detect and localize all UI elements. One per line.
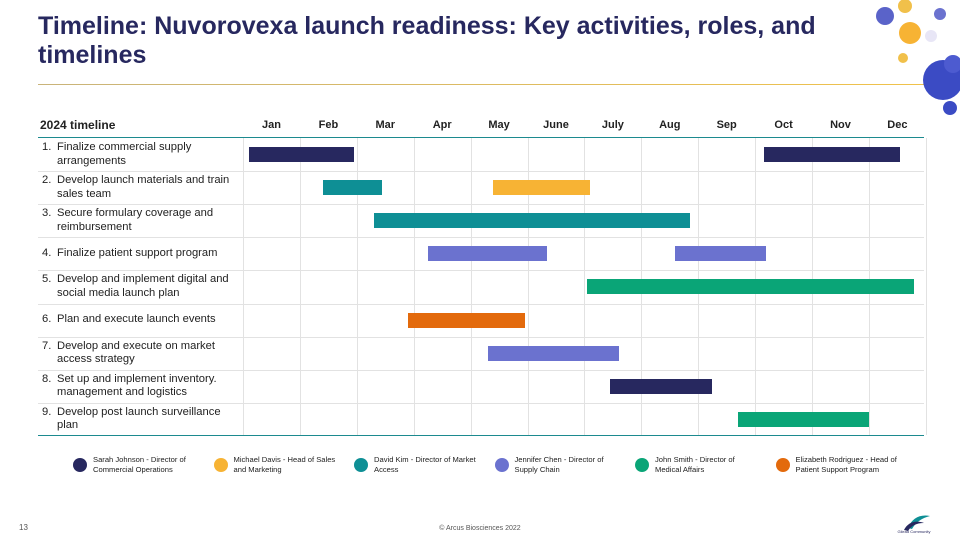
footer-copyright: © Arcus Biosciences 2022 [0, 525, 960, 532]
gantt-bar-task-2 [322, 180, 383, 196]
gantt-bar-task-1 [248, 147, 354, 163]
logo-mark-icon [904, 515, 930, 531]
legend-item: John Smith - Director of Medical Affairs [635, 455, 760, 475]
month-label-aug: Aug [659, 119, 681, 131]
task-number: 5. [42, 273, 52, 286]
task-row-label: 6. Plan and execute launch events [42, 313, 242, 327]
grid-bottom-divider [38, 435, 924, 436]
task-row-label: 7. Develop and execute on market access s… [42, 340, 242, 367]
month-label-apr: Apr [432, 119, 452, 131]
grid-column-line [243, 138, 244, 435]
legend-swatch-icon [775, 458, 790, 472]
legend-label: Michael Davis - Head of Sales and Market… [233, 455, 336, 474]
decorative-cells-image [876, 0, 960, 115]
grid-column-line [470, 138, 472, 435]
task-label: Develop and execute on market access str… [57, 339, 215, 366]
grid-row-line [38, 270, 924, 272]
grid-row-line [38, 204, 924, 206]
task-number: 8. [42, 372, 52, 385]
legend-swatch-icon [494, 458, 509, 472]
task-row-label: 2. Develop launch materials and train sal… [42, 174, 242, 201]
legend-label: Elizabeth Rodriguez - Head of Patient Su… [795, 455, 897, 474]
task-row-label: 3. Secure formulary coverage and reimburs… [42, 207, 242, 234]
legend-swatch-icon [73, 458, 87, 472]
month-label-nov: Nov [830, 119, 851, 131]
header-divider [38, 137, 924, 138]
month-label-july: July [601, 119, 624, 131]
month-label-may: May [488, 119, 510, 131]
task-number: 6. [42, 313, 52, 326]
grid-column-line [299, 138, 301, 435]
legend-label: David Kim - Director of Market Access [374, 455, 476, 474]
legend-swatch-icon [213, 458, 228, 472]
month-label-june: June [543, 119, 569, 131]
task-label: Finalize commercial supply arrangements [57, 141, 192, 167]
task-number: 9. [42, 405, 52, 418]
task-number: 2. [42, 174, 52, 187]
grid-row-line [38, 237, 924, 239]
legend-label: Sarah Johnson - Director of Commercial O… [93, 455, 186, 474]
task-row-label: 8. Set up and implement inventory. manage… [42, 373, 242, 400]
company-logo: Gilead Community [894, 510, 934, 538]
copyright-text: © Arcus Biosciences 2022 [439, 525, 521, 532]
task-row-label: 9. Develop post launch surveillance plan [42, 406, 242, 433]
gantt-bar-task-6 [408, 312, 525, 328]
legend-item: Michael Davis - Head of Sales and Market… [213, 455, 339, 475]
grid-column-line [413, 138, 415, 435]
gantt-bar-task-4 [675, 246, 767, 262]
gantt-bar-task-3 [373, 213, 690, 229]
legend-item: Jennifer Chen - Director of Supply Chain [494, 455, 620, 475]
grid-column-line [356, 138, 358, 435]
grid-row-line [38, 171, 924, 173]
task-label: Develop launch materials and train sales… [57, 174, 230, 200]
grid-column-line [584, 138, 586, 435]
task-label: Set up and implement inventory. manageme… [57, 372, 217, 399]
month-label-dec: Dec [887, 119, 908, 131]
task-number: 7. [42, 339, 52, 352]
legend-label: Jennifer Chen - Director of Supply Chain [514, 455, 604, 474]
task-number: 4. [42, 246, 52, 259]
page-number: 13 [19, 523, 28, 532]
gantt-bar-task-4 [427, 246, 548, 262]
gantt-bar-task-5 [587, 279, 915, 295]
task-number: 3. [42, 207, 52, 220]
grid-row-line [38, 402, 924, 404]
task-row-label: 5. Develop and implement digital and soci… [42, 273, 242, 300]
month-label-mar: Mar [375, 119, 396, 131]
gantt-bar-task-9 [738, 411, 869, 427]
task-number: 1. [42, 141, 52, 154]
task-label: Plan and execute launch events [57, 313, 216, 326]
month-label-sep: Sep [716, 119, 737, 131]
grid-row-line [38, 303, 924, 305]
month-label-feb: Feb [318, 119, 339, 131]
month-label-jan: Jan [262, 119, 281, 131]
gantt-bar-task-1 [763, 147, 901, 163]
task-label: Finalize patient support program [57, 246, 218, 259]
legend-item: Sarah Johnson - Director of Commercial O… [73, 455, 198, 475]
grid-row-line [38, 369, 924, 371]
legend-label: John Smith - Director of Medical Affairs [655, 455, 735, 474]
grid-column-line [527, 138, 529, 435]
task-row-label: 1. Finalize commercial supply arrangement… [42, 141, 242, 168]
legend-swatch-icon [354, 458, 368, 472]
legend-item: David Kim - Director of Market Access [354, 455, 479, 475]
task-row-label: 4. Finalize patient support program [42, 247, 242, 261]
month-label-oct: Oct [774, 119, 793, 131]
gantt-bar-task-8 [610, 378, 713, 394]
grid-row-line [38, 336, 924, 338]
task-label: Develop and implement digital and social… [57, 273, 229, 299]
logo-text: Gilead Community [897, 529, 931, 534]
timeline-year-label: 2024 timeline [40, 118, 116, 132]
legend-swatch-icon [635, 458, 649, 472]
legend-item: Elizabeth Rodriguez - Head of Patient Su… [775, 455, 901, 475]
grid-column-line [925, 138, 927, 435]
title-divider [38, 84, 924, 85]
gantt-bar-task-2 [493, 180, 591, 196]
task-label: Secure formulary coverage and reimbursem… [57, 207, 214, 233]
page-title: Timeline: Nuvorovexa launch readiness: K… [38, 12, 816, 69]
gantt-bar-task-7 [487, 345, 619, 361]
task-label: Develop post launch surveillance plan [57, 405, 221, 432]
